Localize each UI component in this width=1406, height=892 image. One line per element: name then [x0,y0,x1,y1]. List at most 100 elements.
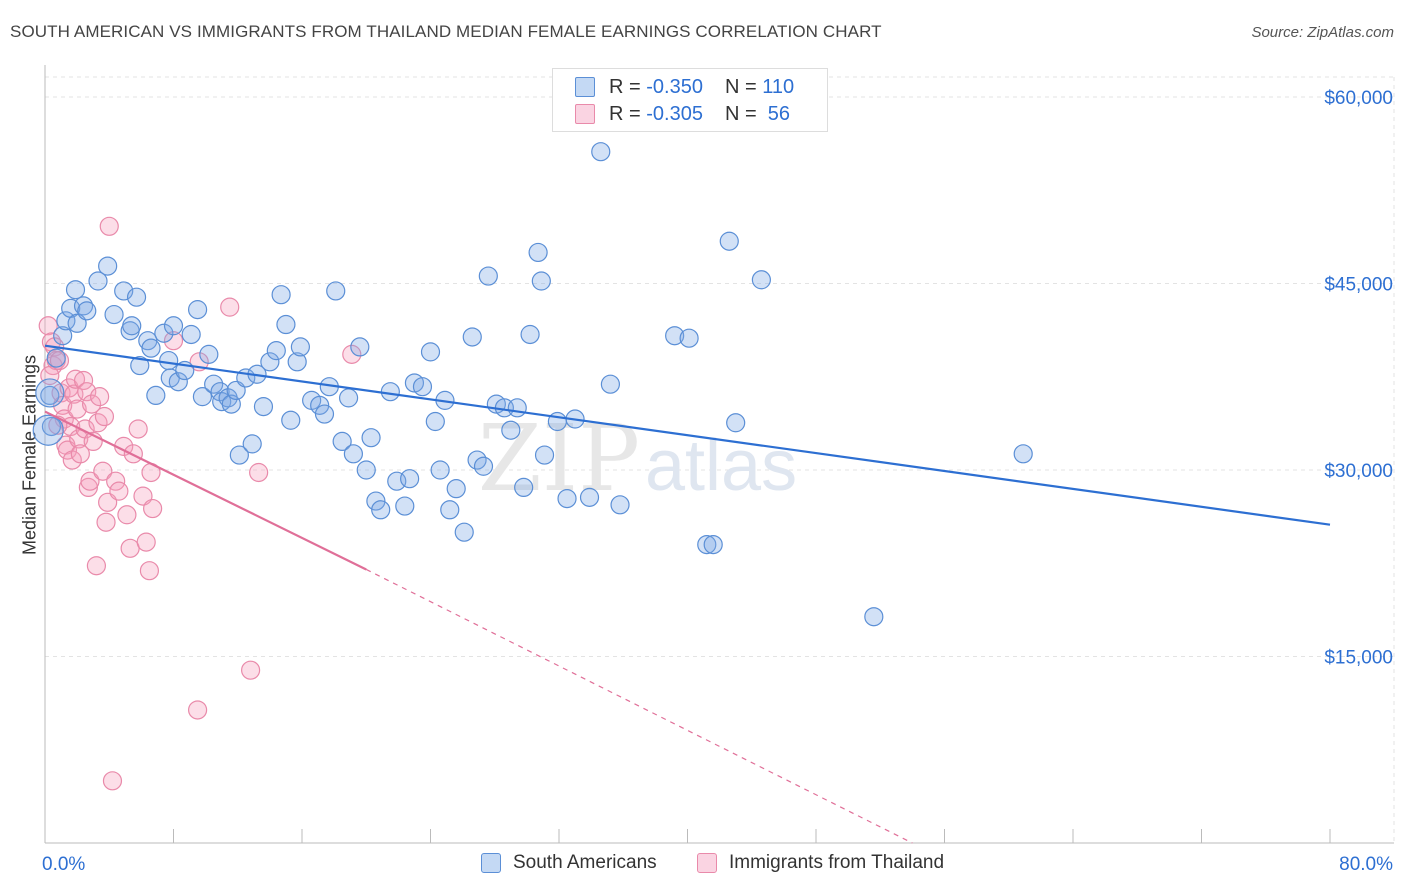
legend-swatch-pink [575,104,595,124]
data-point [579,487,600,507]
data-point [703,534,723,555]
data-point [94,406,115,427]
data-point [163,316,184,336]
data-point [665,326,685,346]
legend-n-label: N = [724,75,757,98]
data-point [534,445,555,465]
data-point [32,414,64,446]
data-point [117,505,137,525]
data-point [168,372,188,392]
data-point [181,324,201,345]
data-point [81,394,102,414]
data-point [154,323,174,343]
legend-r-value: -0.350 [646,75,703,98]
data-point [726,413,746,433]
y-tick-label: $15,000 [1324,648,1393,669]
data-point [49,350,70,371]
bottom-legend-swatch-blue [481,853,501,873]
data-point [610,495,630,515]
bottom-legend-label: Immigrants from Thailand [729,852,945,873]
data-point [520,324,540,345]
data-point [425,411,445,432]
data-point [249,462,269,483]
trend-line-thailand-extension [365,568,913,844]
data-point [109,481,129,501]
data-point [356,460,376,480]
data-point [67,399,87,419]
data-point [126,287,147,307]
data-point [163,331,184,351]
data-point [38,316,58,336]
data-point [361,428,381,448]
data-point [40,385,60,405]
data-point [266,341,286,361]
legend-r-label: R = [609,75,641,98]
legend-n-value: 110 [762,75,795,98]
data-point [454,522,474,542]
trend-line-thailand [44,410,367,571]
data-point [122,316,142,336]
data-point [719,231,739,251]
y-tick-label: $45,000 [1324,275,1393,296]
data-point [120,538,140,558]
data-point [77,301,97,321]
data-point [73,370,94,391]
data-point [342,344,362,364]
data-point [271,285,291,305]
data-point [80,471,100,491]
data-point [204,374,224,394]
data-point [102,771,123,791]
data-point [290,337,310,357]
trend-line-south-american [44,344,1331,526]
data-point [281,410,301,430]
data-point [104,304,124,325]
chart-title: SOUTH AMERICAN VS IMMIGRANTS FROM THAILA… [10,22,882,41]
data-point [187,700,208,720]
legend-r-label: R = [609,102,641,125]
data-point [65,369,86,389]
data-point [440,500,460,520]
data-point [41,416,62,437]
data-point [473,456,494,476]
x-tick-label-min: 0.0% [42,854,85,875]
data-point [136,532,156,552]
data-point [98,256,118,276]
data-point [229,445,249,465]
trend-lines [44,344,1331,844]
data-point [69,429,89,449]
series-thailand-points [38,216,362,791]
data-point [253,396,274,417]
data-point [242,434,262,454]
watermark-atlas: atlas [645,426,797,506]
data-point [400,469,420,489]
data-point [310,395,330,415]
data-point [139,561,160,581]
legend-swatch-blue [575,77,595,97]
data-point [56,311,76,331]
data-point [338,388,359,408]
x-tick-label-max: 80.0% [1339,854,1393,875]
data-point [260,352,280,372]
data-point [35,378,65,408]
data-point [276,314,296,335]
data-point [141,338,161,358]
data-point [78,477,98,498]
data-point [864,607,884,627]
data-point [1013,444,1033,464]
data-point [343,444,363,464]
data-point [326,281,346,301]
data-point [446,479,466,499]
series-south-american-points [32,142,1033,627]
data-point [130,355,150,376]
data-point [199,344,219,364]
data-point [90,387,110,407]
legend-r-value: -0.305 [646,102,703,125]
data-point [146,385,166,405]
legend-n-label: N = [724,102,757,125]
data-point [420,342,441,362]
data-point [679,328,699,348]
data-point [430,460,450,480]
data-point [380,382,400,402]
data-point [96,512,116,532]
